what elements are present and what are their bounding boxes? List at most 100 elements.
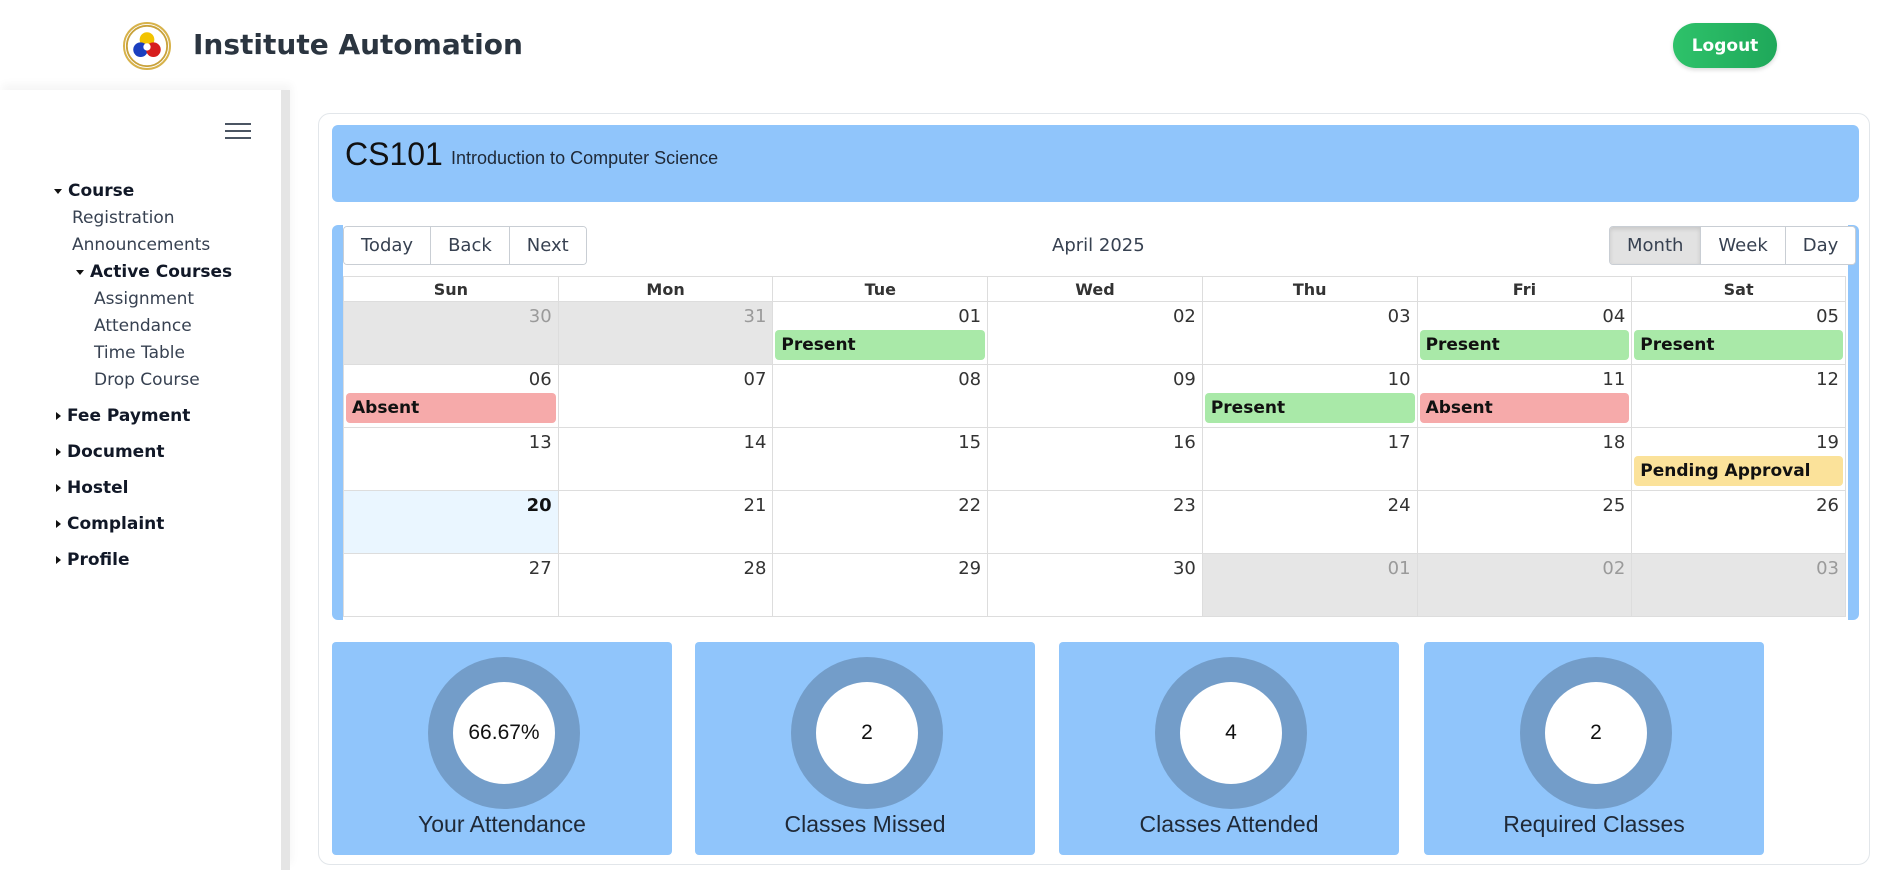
sidebar-item-drop-course[interactable]: Drop Course (94, 370, 200, 390)
calendar-day-cell[interactable]: 04 Present (1416, 302, 1632, 364)
calendar-day-cell[interactable]: 23 (987, 491, 1202, 553)
calendar-day-cell[interactable]: 06 Absent (343, 365, 558, 427)
stat-label: Your Attendance (418, 811, 586, 837)
day-number[interactable]: 01 (1387, 558, 1411, 579)
calendar-day-cell[interactable]: 07 (557, 365, 773, 427)
calendar-day-cell[interactable]: 05 Present (1631, 302, 1846, 364)
calendar-day-cell[interactable]: 29 (772, 554, 987, 616)
attendance-event-present[interactable]: Present (1204, 393, 1415, 423)
attendance-event-present[interactable]: Present (775, 330, 986, 360)
calendar-day-cell[interactable]: 14 (557, 428, 773, 490)
day-number[interactable]: 12 (1816, 369, 1839, 390)
sidebar-item-registration[interactable]: Registration (72, 208, 175, 228)
back-button[interactable]: Back (431, 227, 510, 264)
calendar-day-cell[interactable]: 02 (987, 302, 1202, 364)
day-number[interactable]: 15 (958, 432, 982, 453)
calendar-day-cell[interactable]: 10 Present (1201, 365, 1417, 427)
calendar-day-cell[interactable]: 11 Absent (1416, 365, 1632, 427)
week-view-button[interactable]: Week (1701, 227, 1786, 264)
month-view-button[interactable]: Month (1610, 227, 1702, 264)
today-button[interactable]: Today (344, 227, 432, 264)
day-number[interactable]: 31 (743, 306, 767, 327)
day-number[interactable]: 24 (1387, 495, 1411, 516)
attendance-event-absent[interactable]: Absent (1419, 393, 1630, 423)
sidebar-item-profile[interactable]: Profile (56, 550, 129, 570)
day-number[interactable]: 18 (1602, 432, 1626, 453)
attendance-event-present[interactable]: Present (1419, 330, 1630, 360)
calendar-day-cell[interactable]: 30 (987, 554, 1202, 616)
day-number[interactable]: 17 (1387, 432, 1411, 453)
calendar-day-cell[interactable]: 16 (987, 428, 1202, 490)
day-number[interactable]: 05 (1816, 306, 1839, 327)
calendar-day-cell[interactable]: 24 (1201, 491, 1417, 553)
calendar-day-cell[interactable]: 21 (557, 491, 773, 553)
attendance-event-present[interactable]: Present (1634, 330, 1843, 360)
day-number[interactable]: 27 (528, 558, 552, 579)
day-number[interactable]: 07 (743, 369, 767, 390)
day-number[interactable]: 30 (528, 306, 552, 327)
calendar-day-cell[interactable]: 28 (557, 554, 773, 616)
sidebar-item-hostel[interactable]: Hostel (56, 478, 129, 498)
day-number[interactable]: 03 (1387, 306, 1411, 327)
menu-toggle-icon[interactable] (225, 123, 251, 143)
calendar-day-cell[interactable]: 09 (987, 365, 1202, 427)
calendar-day-cell[interactable]: 30 (343, 302, 558, 364)
next-button[interactable]: Next (509, 227, 586, 264)
calendar-day-cell[interactable]: 27 (343, 554, 558, 616)
day-number[interactable]: 02 (1172, 306, 1196, 327)
day-view-button[interactable]: Day (1785, 227, 1856, 264)
day-number[interactable]: 04 (1602, 306, 1626, 327)
day-number[interactable]: 20 (526, 495, 552, 516)
sidebar-divider[interactable] (281, 90, 290, 870)
calendar-day-cell[interactable]: 22 (772, 491, 987, 553)
sidebar-item-attendance[interactable]: Attendance (94, 316, 192, 336)
sidebar-item-announcements[interactable]: Announcements (72, 235, 211, 255)
calendar-day-cell[interactable]: 01 (1201, 554, 1417, 616)
sidebar-item-complaint[interactable]: Complaint (56, 514, 164, 534)
day-number[interactable]: 22 (958, 495, 982, 516)
day-number[interactable]: 10 (1387, 369, 1411, 390)
calendar-day-cell[interactable]: 20 (343, 491, 558, 553)
sidebar-item-assignment[interactable]: Assignment (94, 289, 195, 309)
calendar-day-cell[interactable]: 02 (1416, 554, 1632, 616)
sidebar-item-active-courses[interactable]: Active Courses (76, 262, 232, 282)
day-number[interactable]: 16 (1172, 432, 1196, 453)
sidebar-item-time-table[interactable]: Time Table (94, 343, 185, 363)
calendar-day-cell[interactable]: 17 (1201, 428, 1417, 490)
calendar-day-cell[interactable]: 25 (1416, 491, 1632, 553)
day-number[interactable]: 08 (958, 369, 982, 390)
day-number[interactable]: 06 (528, 369, 552, 390)
day-number[interactable]: 26 (1816, 495, 1839, 516)
day-number[interactable]: 30 (1172, 558, 1196, 579)
day-number[interactable]: 14 (743, 432, 767, 453)
calendar-day-cell[interactable]: 03 (1201, 302, 1417, 364)
day-number[interactable]: 01 (958, 306, 982, 327)
calendar-day-cell[interactable]: 18 (1416, 428, 1632, 490)
day-number[interactable]: 23 (1172, 495, 1196, 516)
calendar-day-cell[interactable]: 13 (343, 428, 558, 490)
calendar-day-cell[interactable]: 31 (557, 302, 773, 364)
day-number[interactable]: 21 (743, 495, 767, 516)
day-number[interactable]: 11 (1602, 369, 1626, 390)
sidebar-item-course[interactable]: Course (54, 181, 134, 201)
sidebar-item-document[interactable]: Document (56, 442, 164, 462)
day-number[interactable]: 29 (958, 558, 982, 579)
calendar-day-cell[interactable]: 08 (772, 365, 987, 427)
attendance-event-pending[interactable]: Pending Approval (1634, 456, 1843, 486)
day-number[interactable]: 02 (1602, 558, 1626, 579)
calendar-day-cell[interactable]: 19 Pending Approval (1631, 428, 1846, 490)
logout-button[interactable]: Logout (1673, 23, 1777, 68)
calendar-day-cell[interactable]: 15 (772, 428, 987, 490)
day-number[interactable]: 19 (1816, 432, 1839, 453)
day-number[interactable]: 13 (528, 432, 552, 453)
day-number[interactable]: 25 (1602, 495, 1626, 516)
calendar-day-cell[interactable]: 12 (1631, 365, 1846, 427)
day-number[interactable]: 28 (743, 558, 767, 579)
sidebar-item-fee-payment[interactable]: Fee Payment (56, 406, 190, 426)
day-number[interactable]: 03 (1816, 558, 1839, 579)
day-number[interactable]: 09 (1172, 369, 1196, 390)
calendar-day-cell[interactable]: 01 Present (772, 302, 987, 364)
attendance-event-absent[interactable]: Absent (346, 393, 556, 423)
calendar-day-cell[interactable]: 26 (1631, 491, 1846, 553)
calendar-day-cell[interactable]: 03 (1631, 554, 1846, 616)
